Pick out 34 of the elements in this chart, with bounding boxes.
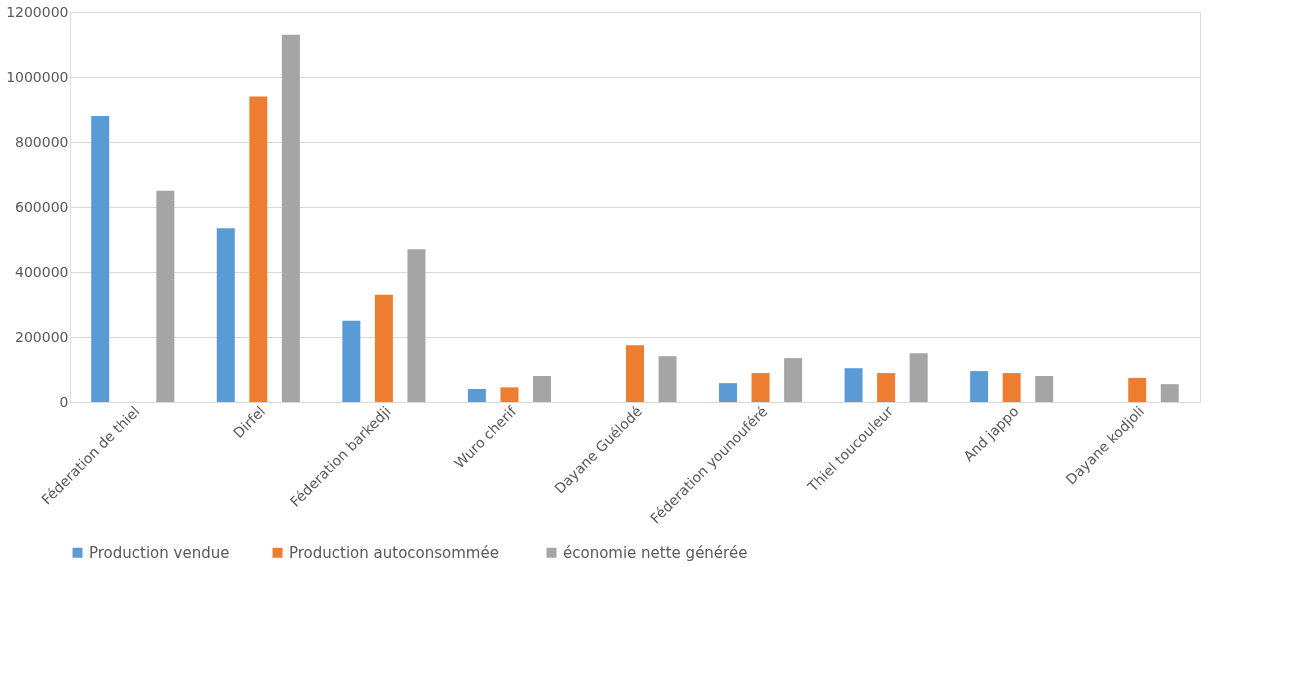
bar [626,345,644,402]
bar [1035,376,1054,402]
y-tick-label: 800000 [15,133,69,150]
legend-label: économie nette générée [563,543,748,562]
bar [156,190,175,402]
bar [784,358,803,402]
y-tick-label: 0 [59,393,69,410]
bar [751,373,770,402]
bar [1160,384,1179,402]
bar [909,353,928,402]
bar [970,371,989,402]
legend-label: Production vendue [89,543,230,562]
bar [281,34,300,402]
bar [877,373,896,402]
bar [407,249,426,402]
y-tick-label: 200000 [15,328,69,345]
bar [658,356,677,402]
bar [342,320,361,402]
legend-label: Production autoconsommée [289,543,499,562]
bar [500,387,519,402]
bar [533,376,551,402]
bar [374,294,393,402]
bar [216,228,235,402]
bar [719,383,737,402]
bar [844,368,863,402]
y-tick-label: 1000000 [6,68,69,85]
bar [1128,377,1147,402]
bar [467,389,486,402]
y-tick-label: 1200000 [6,3,69,20]
bar [1002,373,1021,402]
bar [91,116,110,402]
y-tick-label: 400000 [15,263,69,280]
bar [249,96,268,402]
y-tick-label: 600000 [15,198,69,215]
